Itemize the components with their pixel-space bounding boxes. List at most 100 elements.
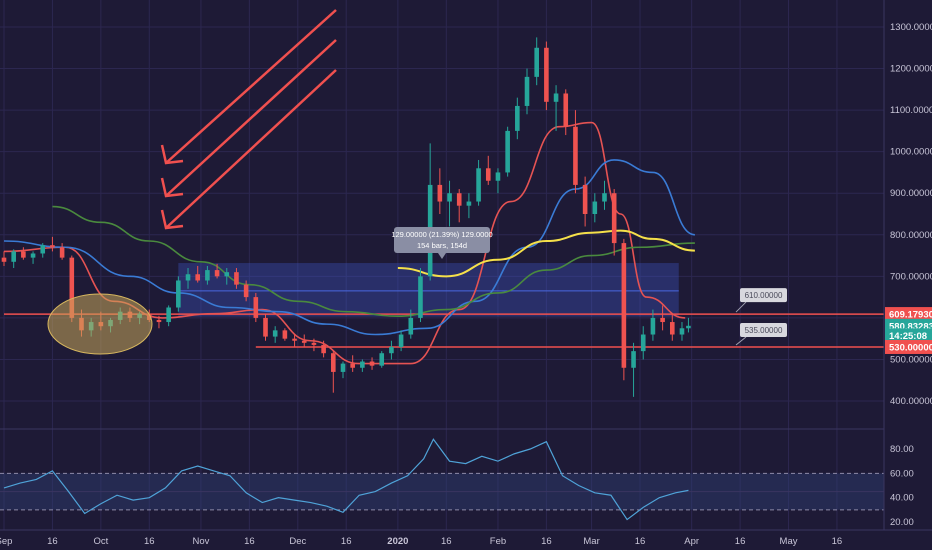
candle[interactable] — [611, 193, 617, 244]
level-callouts[interactable]: 610.00000 535.00000 — [735, 288, 787, 346]
candle[interactable] — [234, 272, 239, 285]
callout-pointer — [735, 301, 747, 313]
candle[interactable] — [224, 272, 230, 277]
candle[interactable] — [660, 317, 665, 323]
candle[interactable] — [389, 346, 394, 354]
candle[interactable] — [360, 361, 365, 368]
price-tick-label: 1100.00000 — [890, 105, 932, 116]
measure-label: 129.00000 (21.39%) 129.0000 154 bars, 154… — [391, 227, 493, 259]
candle[interactable] — [686, 325, 691, 329]
candle[interactable] — [21, 251, 26, 258]
candle[interactable] — [679, 328, 685, 335]
rsi-tick-label: 20.00 — [890, 517, 914, 528]
candle[interactable] — [11, 251, 16, 262]
callout-label: 610.00000 — [745, 291, 783, 300]
candle[interactable] — [350, 363, 355, 368]
candle[interactable] — [631, 351, 636, 368]
candle[interactable] — [640, 334, 646, 352]
candle[interactable] — [301, 340, 307, 343]
candle[interactable] — [156, 319, 162, 323]
candle[interactable] — [263, 317, 268, 337]
candle[interactable] — [524, 76, 530, 106]
rsi-tick-label: 80.00 — [890, 444, 914, 455]
candle[interactable] — [30, 253, 36, 258]
candle[interactable] — [282, 330, 288, 339]
candle[interactable] — [669, 322, 675, 335]
candle[interactable] — [476, 168, 481, 202]
candle[interactable] — [418, 276, 423, 318]
time-tick-label: 2020 — [387, 536, 408, 547]
candle[interactable] — [437, 184, 443, 202]
rsi-axis: 80.00 60.00 40.00 20.00 — [890, 444, 914, 528]
candle[interactable] — [592, 201, 598, 214]
measure-label-line2: 154 bars, 154d — [417, 241, 467, 250]
candle[interactable] — [40, 245, 46, 254]
candle[interactable] — [331, 353, 336, 372]
candle[interactable] — [466, 201, 472, 206]
arrow-line-1 — [165, 9, 337, 164]
price-tick-label: 700.00000 — [890, 271, 932, 282]
candle[interactable] — [195, 274, 201, 281]
candle[interactable] — [369, 361, 375, 366]
price-tick-label: 500.00000 — [890, 354, 932, 365]
time-tick-label: Oct — [93, 536, 108, 547]
candle[interactable] — [408, 317, 414, 335]
callout-box[interactable] — [740, 288, 787, 303]
candle[interactable] — [485, 168, 491, 181]
time-tick-label: Sep — [0, 536, 12, 547]
candle[interactable] — [166, 307, 171, 323]
candle[interactable] — [69, 257, 75, 318]
candle[interactable] — [243, 284, 249, 298]
candle[interactable] — [59, 247, 65, 258]
candle[interactable] — [398, 334, 404, 347]
time-axis[interactable]: Sep 16 Oct 16 Nov 16 Dec 16 2020 16 Feb 16 Mar 16 Apr 1… — [0, 536, 842, 547]
candle[interactable] — [534, 47, 539, 77]
time-tick-label: 16 — [635, 536, 646, 547]
candle[interactable] — [621, 243, 627, 368]
candle[interactable] — [1, 257, 7, 262]
candle[interactable] — [272, 330, 278, 337]
price-tag-bg — [885, 307, 932, 322]
candle[interactable] — [50, 245, 55, 248]
candle[interactable] — [582, 184, 588, 214]
price-tag-label: 580.83283 — [889, 321, 932, 332]
time-tick-label: 16 — [735, 536, 746, 547]
candle[interactable] — [214, 270, 220, 277]
candle[interactable] — [321, 344, 326, 354]
arrow-head-3 — [160, 209, 184, 230]
time-tick-label: Feb — [490, 536, 506, 547]
price-tag-bg — [885, 328, 932, 343]
rsi-pane — [0, 438, 884, 521]
callout-box[interactable] — [740, 322, 787, 337]
rsi-line — [3, 438, 689, 521]
candle[interactable] — [311, 342, 317, 345]
candle[interactable] — [205, 270, 210, 281]
measure-label-line1: 129.00000 (21.39%) 129.0000 — [391, 230, 492, 239]
candle[interactable] — [176, 280, 181, 308]
candle[interactable] — [340, 363, 346, 372]
time-tick-label: 16 — [244, 536, 255, 547]
candle[interactable] — [544, 47, 549, 102]
candle[interactable] — [185, 274, 191, 281]
candle[interactable] — [253, 297, 259, 318]
candle[interactable] — [650, 317, 656, 335]
candle[interactable] — [495, 172, 501, 181]
time-tick-label: 16 — [541, 536, 552, 547]
candle[interactable] — [602, 193, 607, 202]
candle[interactable] — [292, 338, 297, 341]
highlight-ellipse — [47, 293, 153, 355]
candle[interactable] — [553, 93, 559, 102]
candlesticks[interactable] — [1, 37, 691, 397]
candle[interactable] — [563, 93, 569, 127]
candle[interactable] — [573, 126, 578, 185]
candle[interactable] — [505, 130, 510, 173]
candle[interactable] — [515, 105, 520, 131]
candle[interactable] — [447, 193, 452, 202]
moving-average-line-3 — [397, 229, 695, 278]
time-tick-label: Dec — [289, 536, 306, 547]
candle[interactable] — [379, 353, 385, 366]
candle[interactable] — [456, 193, 462, 206]
arrow-line-3 — [165, 69, 337, 229]
time-tick-label: Mar — [583, 536, 599, 547]
